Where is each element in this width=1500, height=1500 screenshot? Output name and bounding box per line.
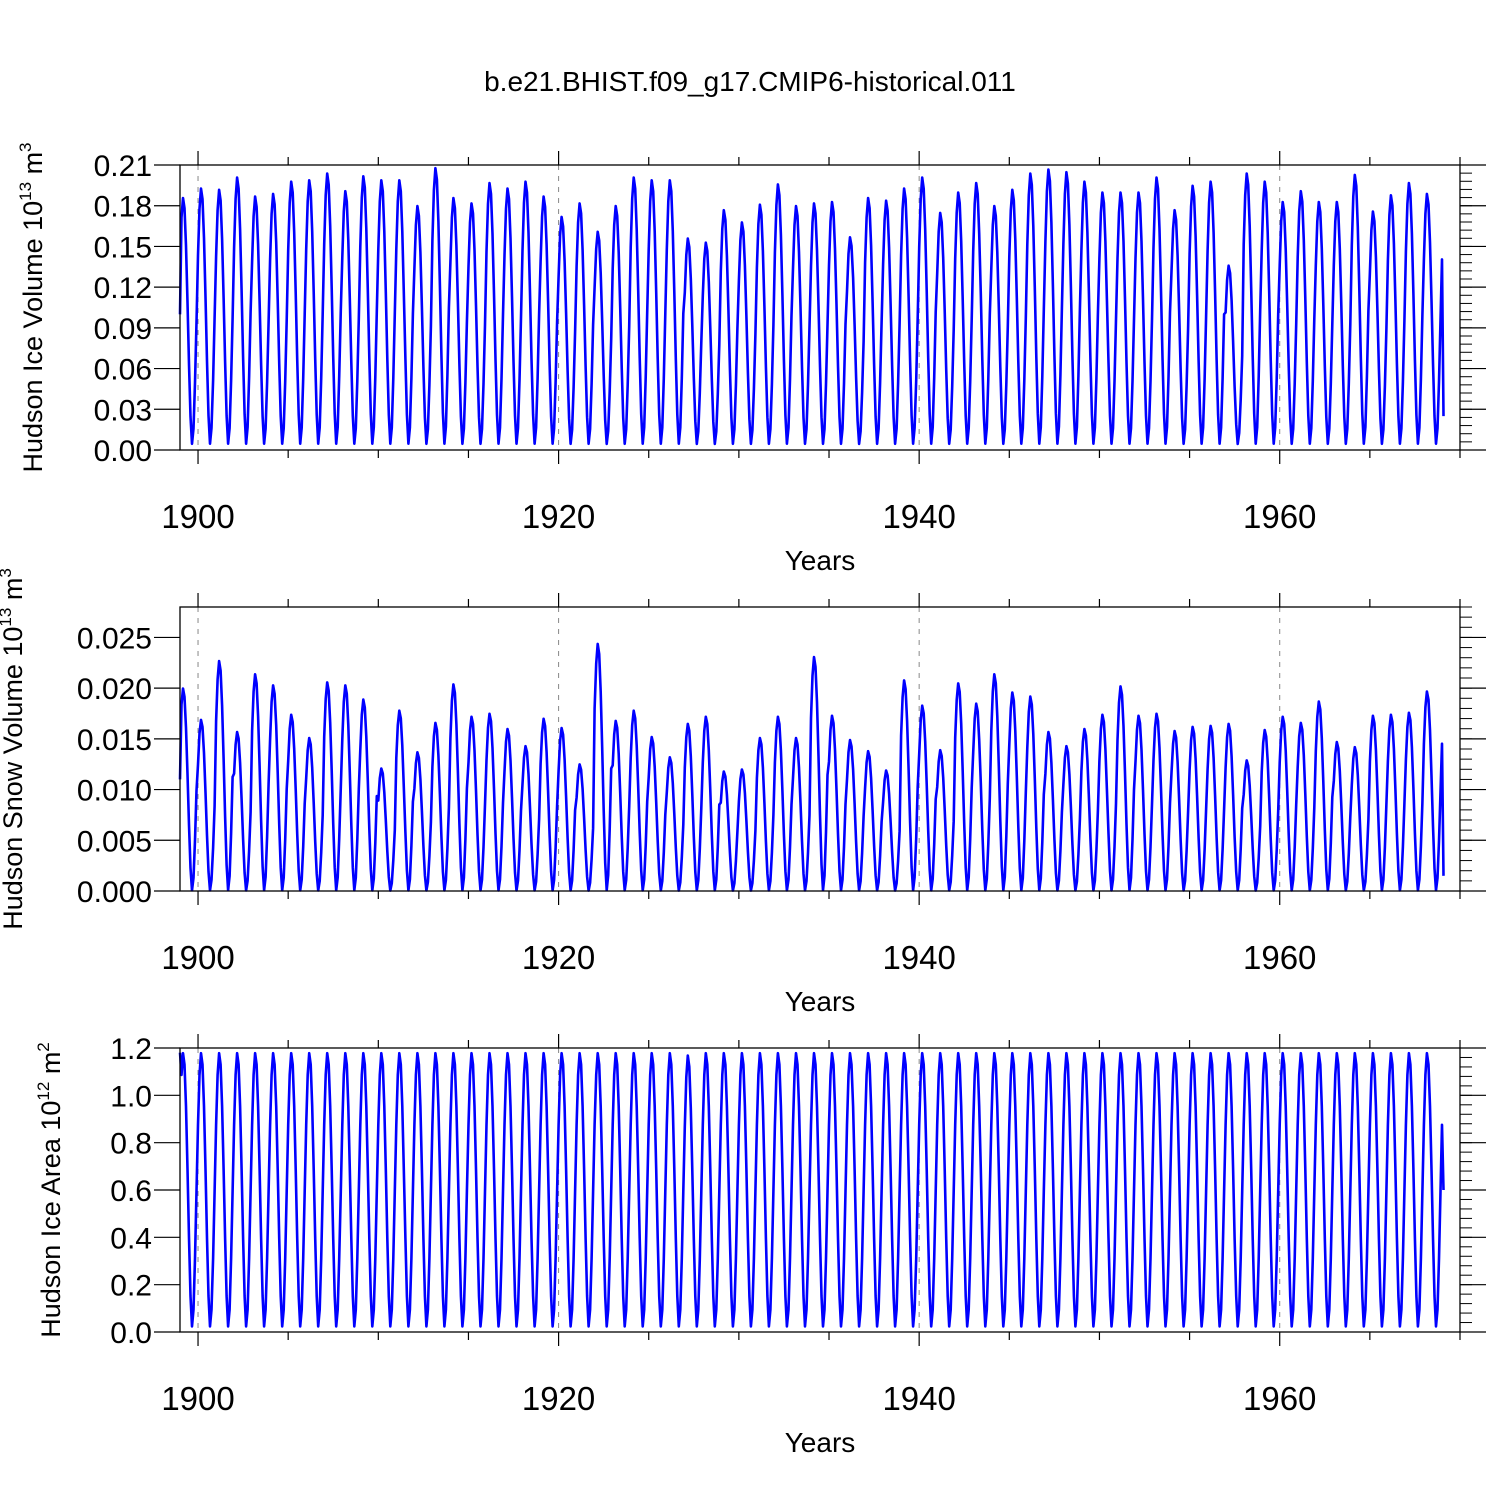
ice-volume-x-tick-label: 1960: [1243, 498, 1316, 535]
snow-volume-x-tick-label: 1920: [522, 939, 595, 976]
snow-volume-y-tick-label: 0.020: [77, 673, 152, 706]
ice-area-y-tick-label: 0.6: [110, 1175, 152, 1208]
snow-volume-y-tick-label: 0.005: [77, 825, 152, 858]
ice-area-x-tick-label: 1920: [522, 1380, 595, 1417]
ice-volume-y-axis-label: Hudson Ice Volume 1013 m3: [16, 142, 48, 472]
ice-area-panel: 1900 1920 1940 1960 Years 0.0 0.2 0.4 0.6 0.8 1.0 1…: [34, 1033, 1486, 1458]
ice-area-y-tick-label: 0.4: [110, 1222, 152, 1255]
ice-area-y-tick-label: 0.8: [110, 1128, 152, 1161]
ice-volume-plot-frame: [179, 164, 1461, 451]
snow-volume-y-tick-label: 0.010: [77, 775, 152, 808]
snow-volume-panel: 1900 1920 1940 1960 Years 0.000 0.005 0.010 0.01…: [0, 568, 1486, 1017]
ice-volume-y-tick-label: 0.15: [94, 231, 152, 264]
ice-area-y-tick-label: 0.2: [110, 1270, 152, 1303]
ice-area-y-axis-label: Hudson Ice Area 1012 m2: [34, 1042, 66, 1338]
snow-volume-x-tick-label: 1900: [161, 939, 234, 976]
ice-volume-y-tick-label: 0.18: [94, 191, 152, 224]
ice-volume-series-line: [178, 166, 1445, 446]
ice-volume-y-tick-label: 0.00: [94, 435, 152, 468]
ice-volume-x-tick-label: 1940: [882, 498, 955, 535]
snow-volume-y-axis-label: Hudson Snow Volume 1013 m3: [0, 568, 28, 930]
ice-area-y-tick-label: 1.0: [110, 1080, 152, 1113]
ice-volume-x-axis-label: Years: [785, 545, 856, 576]
ice-area-x-tick-label: 1960: [1243, 1380, 1316, 1417]
ice-area-y-tick-label: 1.2: [110, 1033, 152, 1066]
ice-volume-x-tick-label: 1900: [161, 498, 234, 535]
snow-volume-y-tick-label: 0.000: [77, 876, 152, 909]
ice-volume-y-tick-label: 0.09: [94, 313, 152, 346]
snow-volume-x-axis-label: Years: [785, 986, 856, 1017]
ice-volume-y-tick-label: 0.03: [94, 394, 152, 427]
snow-volume-y-tick-label: 0.015: [77, 724, 152, 757]
snow-volume-x-tick-label: 1960: [1243, 939, 1316, 976]
ice-volume-y-tick-label: 0.12: [94, 272, 152, 305]
snow-volume-series-line: [178, 642, 1445, 892]
snow-volume-y-tick-label: 0.025: [77, 622, 152, 655]
figure-title: b.e21.BHIST.f09_g17.CMIP6-historical.011: [484, 66, 1016, 97]
ice-volume-x-tick-label: 1920: [522, 498, 595, 535]
ice-volume-y-tick-label: 0.21: [94, 150, 152, 183]
ice-area-x-tick-label: 1900: [161, 1380, 234, 1417]
ice-area-series-line: [178, 1051, 1445, 1328]
ice-area-x-axis-label: Years: [785, 1427, 856, 1458]
snow-volume-x-tick-label: 1940: [882, 939, 955, 976]
ice-area-x-tick-label: 1940: [882, 1380, 955, 1417]
ice-volume-y-tick-label: 0.06: [94, 354, 152, 387]
ice-volume-panel: 1900 1920 1940 1960 Years 0.00 0.03 0.06 0.09 0.1…: [16, 142, 1486, 576]
ice-area-y-tick-label: 0.0: [110, 1317, 152, 1350]
